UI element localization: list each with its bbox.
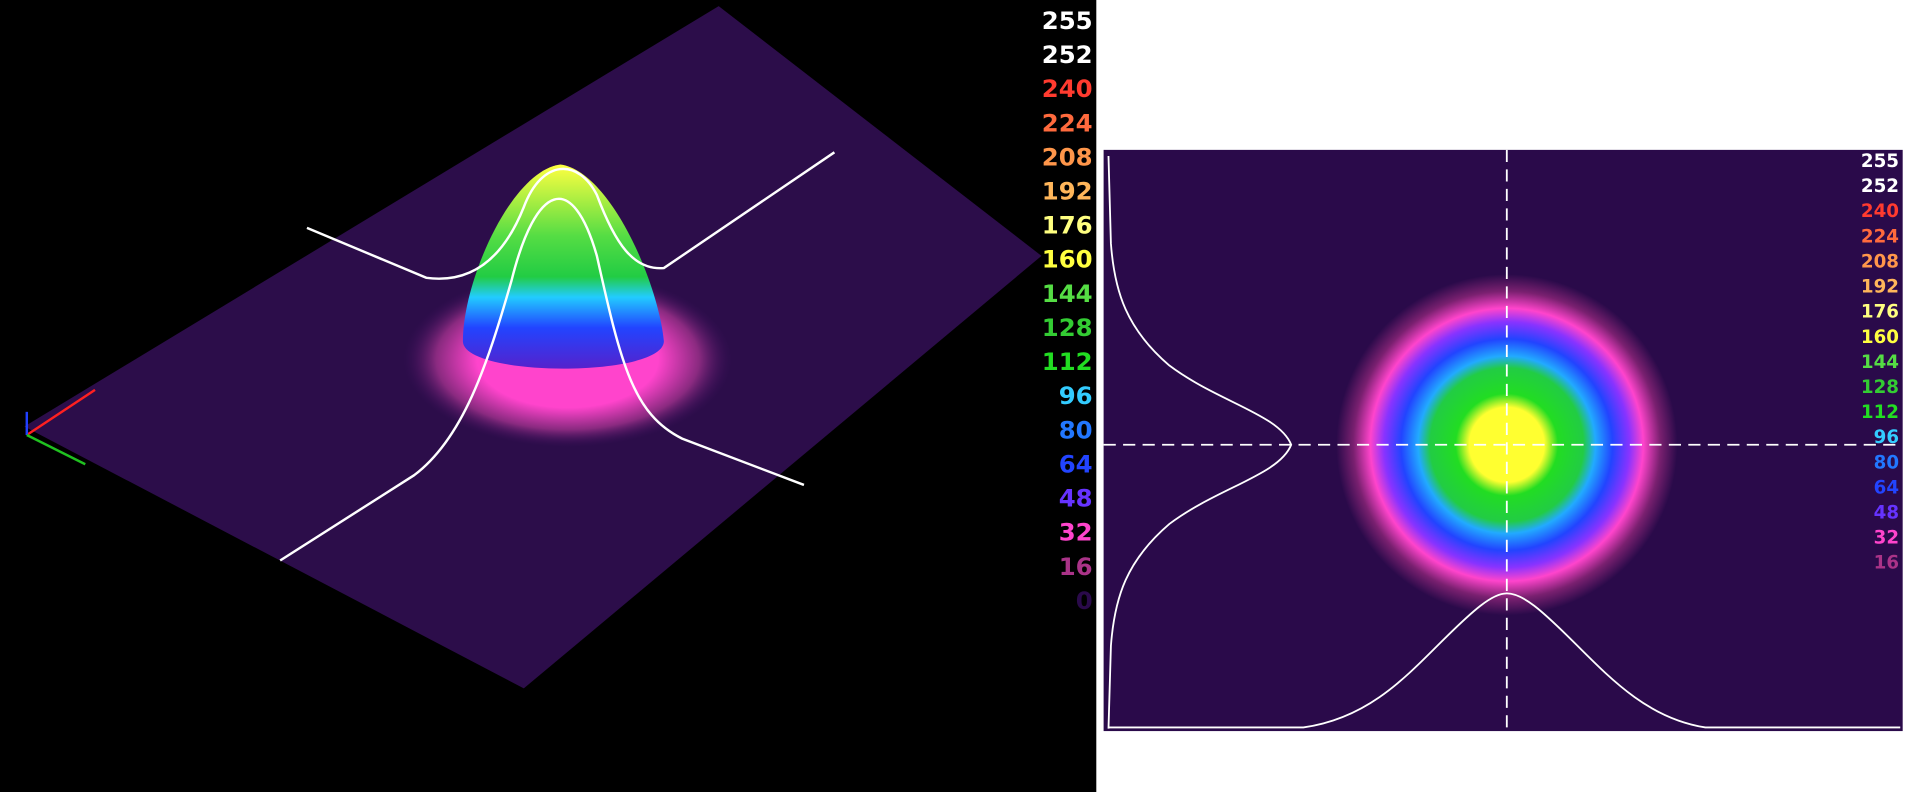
- scale-label: 160: [1042, 245, 1093, 274]
- scale-label: 32: [1874, 528, 1899, 549]
- scale-label: 80: [1059, 415, 1093, 444]
- scale-label: 252: [1042, 40, 1093, 69]
- scale-label: 192: [1861, 277, 1899, 298]
- peak: [462, 164, 664, 369]
- scale-label: 32: [1059, 518, 1093, 547]
- scale-label: 252: [1861, 176, 1899, 197]
- scale-label: 176: [1861, 302, 1899, 323]
- scale-label: 96: [1059, 381, 1093, 410]
- scale-label: 128: [1861, 377, 1899, 398]
- axis-y: [26, 433, 86, 466]
- scale-label: 16: [1059, 552, 1093, 581]
- scale-label: 0: [1076, 586, 1093, 615]
- scale-label: 48: [1059, 484, 1093, 513]
- scale-label: 255: [1861, 151, 1899, 172]
- scale-label: 96: [1874, 427, 1899, 448]
- scale-label: 128: [1042, 313, 1093, 342]
- color-scale: 2552522402242081921761601441281129680644…: [1042, 6, 1093, 615]
- scale-label: 224: [1042, 108, 1093, 137]
- axis-x: [26, 388, 96, 437]
- profile-vertical: [1107, 155, 1293, 729]
- scale-label: 80: [1874, 452, 1899, 473]
- color-scale: 255 252 240 224 208 192 176 160 144 128 112 96 80 64 4…: [1861, 151, 1899, 574]
- scale-label: 112: [1861, 402, 1899, 423]
- scale-label: 176: [1042, 211, 1093, 240]
- scale-label: 208: [1861, 251, 1899, 272]
- scale-label: 255: [1042, 6, 1093, 35]
- scale-label: 64: [1059, 449, 1093, 478]
- scale-label: 144: [1042, 279, 1093, 308]
- scale-label: 224: [1861, 226, 1899, 247]
- scale-label: 16: [1874, 553, 1899, 574]
- scale-label: 48: [1874, 502, 1899, 523]
- scale-label: 240: [1861, 201, 1899, 222]
- scale-label: 160: [1861, 327, 1899, 348]
- scale-label: 240: [1042, 74, 1093, 103]
- profile-horizontal: [1108, 592, 1901, 729]
- profile-x: [306, 151, 836, 280]
- scale-label: 208: [1042, 142, 1093, 171]
- profile-y: [279, 197, 805, 562]
- scale-label: 112: [1042, 347, 1093, 376]
- scale-label: 144: [1861, 352, 1899, 373]
- scale-label: 64: [1874, 477, 1899, 498]
- scale-label: 192: [1042, 177, 1093, 206]
